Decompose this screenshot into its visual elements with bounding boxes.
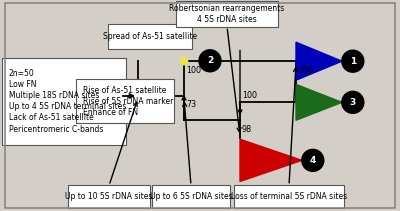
Text: 3: 3 (350, 98, 356, 107)
Text: 2n=50
Low FN
Multiple 18S rDNA sites
Up to 4 5S rDNA terminal sites
Lack of As-5: 2n=50 Low FN Multiple 18S rDNA sites Up … (9, 69, 126, 134)
Text: 100: 100 (186, 66, 201, 76)
Text: Up to 6 5S rDNA sites: Up to 6 5S rDNA sites (150, 192, 232, 201)
Text: 100: 100 (298, 66, 313, 76)
Text: 4: 4 (310, 156, 316, 165)
Polygon shape (296, 84, 342, 120)
FancyBboxPatch shape (108, 24, 192, 49)
Polygon shape (296, 42, 342, 80)
FancyBboxPatch shape (176, 1, 278, 27)
Text: Up to 10 5S rDNA sites: Up to 10 5S rDNA sites (65, 192, 153, 201)
Text: 2: 2 (207, 56, 213, 65)
FancyBboxPatch shape (234, 185, 344, 208)
Text: Rise of As-51 satellite
Rise of 5S rDNA marker
Enhance of FN: Rise of As-51 satellite Rise of 5S rDNA … (83, 86, 173, 117)
FancyBboxPatch shape (152, 185, 230, 208)
Ellipse shape (302, 149, 324, 171)
FancyBboxPatch shape (76, 79, 174, 123)
Text: 98: 98 (242, 125, 252, 134)
Ellipse shape (180, 58, 188, 65)
Ellipse shape (342, 91, 364, 113)
Polygon shape (240, 139, 302, 181)
Text: 100: 100 (242, 91, 257, 100)
Text: Robertsonian rearrangements
4 5S rDNA sites: Robertsonian rearrangements 4 5S rDNA si… (169, 4, 285, 24)
Text: 1: 1 (350, 57, 356, 66)
Text: 73: 73 (186, 100, 196, 109)
Ellipse shape (342, 50, 364, 72)
Text: Loss of terminal 5S rDNA sites: Loss of terminal 5S rDNA sites (231, 192, 347, 201)
FancyBboxPatch shape (2, 58, 126, 145)
FancyBboxPatch shape (68, 185, 150, 208)
Text: Spread of As-51 satellite: Spread of As-51 satellite (103, 32, 197, 41)
Ellipse shape (199, 50, 221, 72)
